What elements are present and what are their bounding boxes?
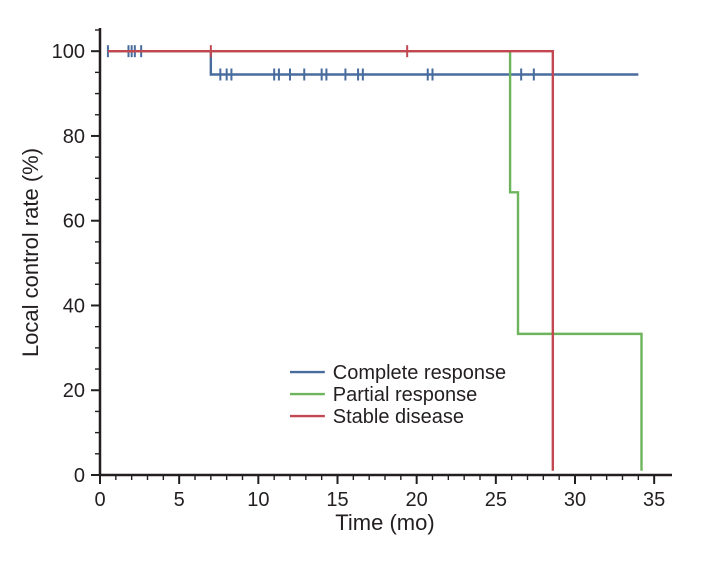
x-tick-label: 30 — [564, 489, 586, 511]
y-tick-label: 60 — [63, 211, 85, 233]
x-tick-label: 15 — [326, 489, 348, 511]
x-tick-label: 0 — [94, 489, 105, 511]
y-tick-label: 0 — [74, 465, 85, 487]
y-axis-label: Local control rate (%) — [18, 148, 43, 357]
y-tick-label: 40 — [63, 295, 85, 317]
x-tick-label: 25 — [485, 489, 507, 511]
x-axis-label: Time (mo) — [335, 510, 434, 535]
chart-svg: 0 5 10 15 20 25 30 35 0 20 40 60 80 100 Time (mo) Local… — [0, 0, 714, 568]
x-tick-label: 5 — [174, 489, 185, 511]
x-tick-label: 35 — [643, 489, 665, 511]
y-tick-label: 80 — [63, 126, 85, 148]
x-tick-label: 10 — [247, 489, 269, 511]
legend-label: Partial response — [333, 384, 478, 406]
y-tick-label: 20 — [63, 380, 85, 402]
km-chart: 0 5 10 15 20 25 30 35 0 20 40 60 80 100 Time (mo) Local… — [0, 0, 714, 568]
x-tick-label: 20 — [406, 489, 428, 511]
legend-label: Complete response — [333, 362, 506, 384]
series-line — [108, 51, 553, 471]
series-line — [108, 51, 638, 74]
y-tick-label: 100 — [52, 41, 85, 63]
legend-label: Stable disease — [333, 406, 464, 428]
